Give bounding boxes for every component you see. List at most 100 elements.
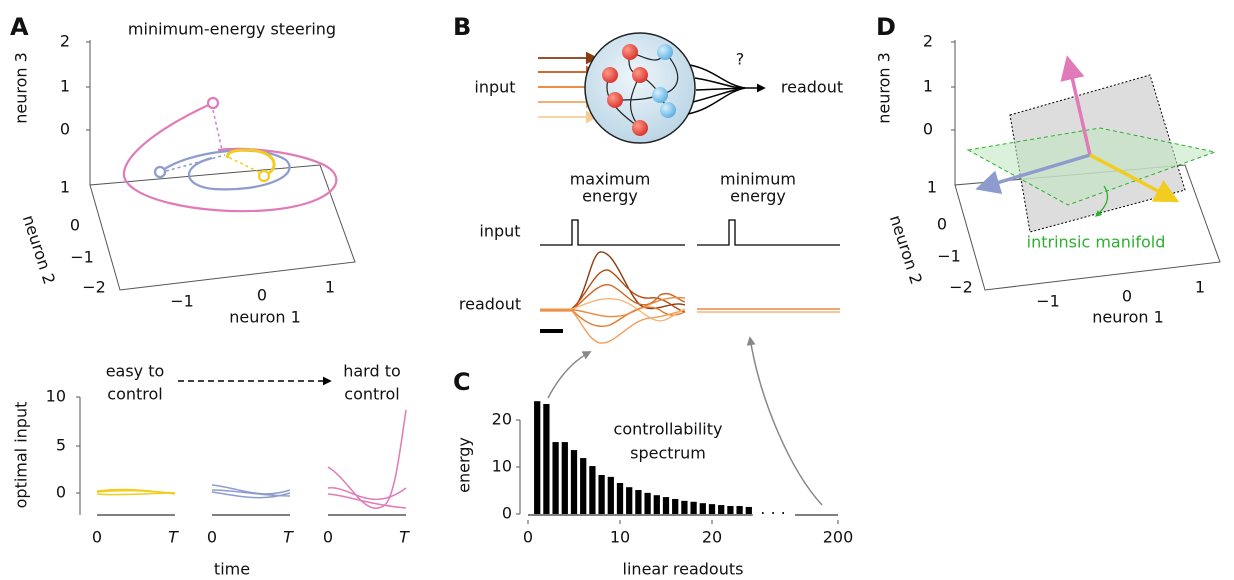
y-tick-label: 0 <box>502 504 512 523</box>
bar <box>534 401 540 514</box>
x-tick-label: 20 <box>702 528 722 547</box>
readout-traces <box>540 252 840 343</box>
annotation: controllability <box>614 420 723 439</box>
x-tick-label: 0 <box>523 528 533 547</box>
panel-title: minimum-energy steering <box>128 20 336 39</box>
annotation: hard to <box>343 362 401 381</box>
bar <box>718 505 724 514</box>
x-tick-label: 10 <box>610 528 630 547</box>
tick-label: −1 <box>937 247 961 266</box>
bar <box>580 458 586 514</box>
tick-label: T <box>168 528 179 547</box>
panel-label: D <box>876 13 896 41</box>
bar <box>543 404 549 514</box>
annotation: intrinsic manifold <box>1027 233 1166 252</box>
input-pulses <box>540 220 840 245</box>
tick-label: −2 <box>82 278 106 297</box>
tick-label: 0 <box>923 120 933 139</box>
tick-label: 1 <box>1195 278 1205 297</box>
annotation: easy to <box>106 362 165 381</box>
bar <box>562 442 568 514</box>
bar <box>626 487 632 514</box>
label: readout <box>459 295 521 314</box>
bar <box>746 507 752 514</box>
x-tick-label: 200 <box>823 528 854 547</box>
tick-label: 0 <box>70 216 80 235</box>
bar <box>736 506 742 514</box>
tick-label: −1 <box>70 248 94 267</box>
tick-label: 0 <box>56 483 66 502</box>
trajectories <box>124 98 336 211</box>
panel-label: C <box>453 368 471 396</box>
input-curves <box>97 410 406 508</box>
axis-label: neuron 1 <box>229 308 301 327</box>
tick-label: −1 <box>170 292 194 311</box>
bar <box>700 503 706 514</box>
tick-label: 0 <box>1122 287 1132 306</box>
bar <box>644 493 650 514</box>
axis-label: optimal input <box>12 402 31 509</box>
tick-label: T <box>283 528 294 547</box>
figure: A B C D minimum-energy steering 2 1 0 ne… <box>0 0 1234 580</box>
bar <box>672 499 678 514</box>
annotation: control <box>344 385 399 404</box>
annotation: spectrum <box>630 444 706 463</box>
label: energy <box>730 187 786 206</box>
axis-label: neuron 2 <box>886 213 926 287</box>
panel-label: B <box>453 13 471 41</box>
axis-label: energy <box>455 437 474 493</box>
tick-label: 5 <box>56 436 66 455</box>
planes <box>968 60 1215 232</box>
axis-label: neuron 3 <box>12 52 31 124</box>
tick-label: 10 <box>46 387 66 406</box>
tick-label: 0 <box>207 528 217 547</box>
bar <box>571 450 577 514</box>
input-axes <box>76 397 406 515</box>
bar <box>617 483 623 514</box>
bar <box>681 501 687 514</box>
bar <box>608 477 614 514</box>
tick-label: T <box>399 528 410 547</box>
tick-label: 1 <box>60 178 70 197</box>
tick-label: 0 <box>257 286 267 305</box>
y-tick-label: 10 <box>492 457 512 476</box>
axis-label: neuron 3 <box>875 52 894 124</box>
arrow <box>548 352 590 398</box>
tick-label: 1 <box>325 278 335 297</box>
axis-label: neuron 1 <box>1092 308 1164 327</box>
label: readout <box>781 78 843 97</box>
bar <box>690 502 696 514</box>
tick-label: 1 <box>927 178 937 197</box>
tick-label: 0 <box>323 528 333 547</box>
tick-label: −2 <box>949 278 973 297</box>
bar <box>727 506 733 514</box>
bar <box>709 504 715 514</box>
label: input <box>479 222 520 241</box>
tick-label: 2 <box>60 32 70 51</box>
bar <box>598 475 604 514</box>
bar <box>552 442 558 514</box>
bar <box>663 497 669 514</box>
tick-label: 0 <box>937 215 947 234</box>
axis-label: time <box>214 560 250 579</box>
axis-break: · · · <box>760 504 785 523</box>
tick-label: 0 <box>60 120 70 139</box>
annotation: control <box>107 385 162 404</box>
tick-label: 1 <box>60 77 70 96</box>
label: input <box>474 78 515 97</box>
tick-label: −1 <box>1036 292 1060 311</box>
tick-label: 1 <box>923 77 933 96</box>
axis-label: linear readouts <box>623 560 744 579</box>
axis-label: neuron 2 <box>19 213 59 287</box>
label: ? <box>736 50 745 69</box>
panel-label: A <box>10 13 29 41</box>
tick-label: 0 <box>92 528 102 547</box>
bar <box>589 466 595 514</box>
bar <box>635 490 641 514</box>
tick-label: 2 <box>923 32 933 51</box>
bar <box>654 495 660 514</box>
label: energy <box>582 187 638 206</box>
arrow <box>750 338 822 505</box>
y-tick-label: 20 <box>492 410 512 429</box>
